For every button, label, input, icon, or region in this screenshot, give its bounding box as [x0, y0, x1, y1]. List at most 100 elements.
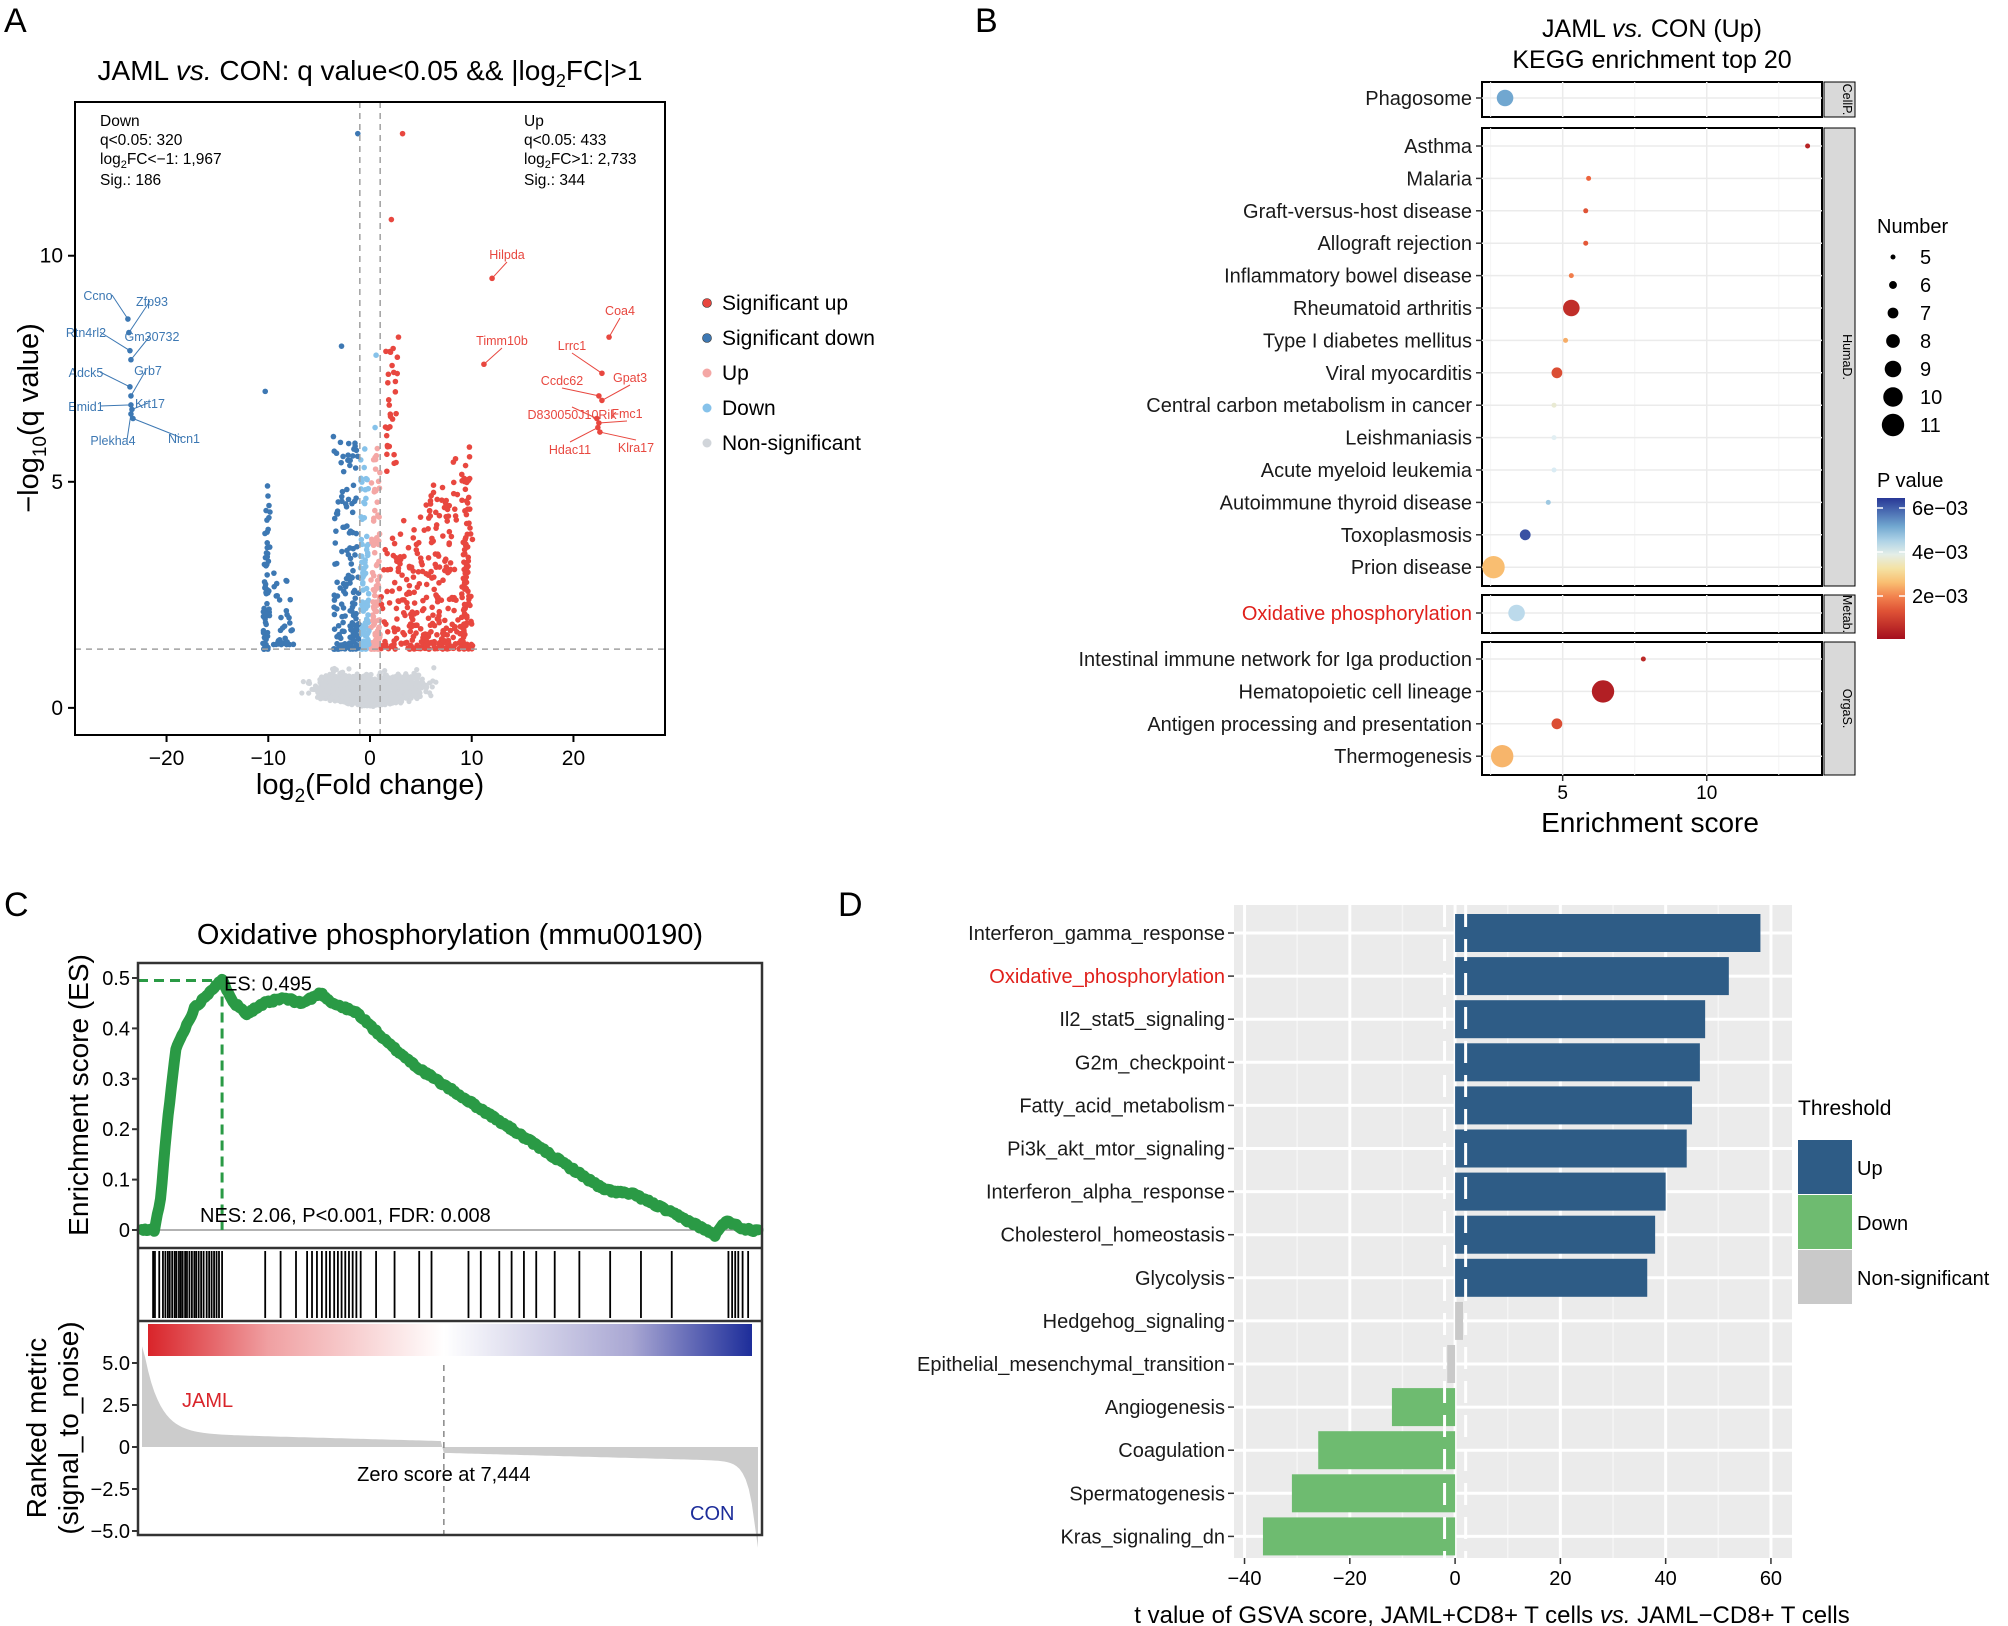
sig-up-point — [445, 605, 451, 612]
bar-Interferon_gamma_response — [1455, 914, 1761, 952]
light-point — [364, 550, 371, 556]
panel-b-title-line2: KEGG enrichment top 20 — [1512, 46, 1791, 74]
outlier-point — [262, 388, 269, 395]
sig-up-point — [442, 558, 448, 564]
sig-down-point — [262, 530, 268, 537]
label-leader — [598, 420, 628, 424]
y-tick-label: 0.3 — [102, 1069, 130, 1091]
light-point — [374, 445, 381, 452]
color-bar — [1877, 498, 1905, 639]
sig-down-point — [264, 600, 270, 607]
ns-point — [416, 683, 422, 689]
sig-up-point — [381, 619, 388, 625]
sig-up-point — [384, 468, 390, 475]
term-label: Rheumatoid arthritis — [1293, 298, 1472, 320]
sig-up-point — [415, 569, 422, 575]
sig-down-point — [278, 614, 284, 621]
sig-up-point — [447, 643, 453, 649]
sig-down-point — [350, 567, 356, 574]
sig-down-point — [263, 550, 270, 556]
legend-label: Non-significant — [1857, 1268, 1990, 1290]
light-point — [371, 588, 378, 594]
size-legend-label: 7 — [1920, 303, 1931, 325]
label-leader — [491, 261, 508, 279]
ns-point — [408, 695, 414, 701]
ns-point — [368, 701, 374, 707]
sig-up-point — [446, 528, 453, 535]
sig-up-point — [430, 538, 437, 544]
bar-Hedgehog_signaling — [1455, 1301, 1463, 1340]
dot-0 — [1496, 89, 1514, 107]
sig-down-point — [349, 453, 356, 459]
sig-down-point — [345, 440, 352, 447]
sig-down-point — [341, 524, 348, 531]
ns-point — [327, 675, 333, 681]
label-leader — [111, 294, 129, 320]
sig-up-point — [429, 604, 435, 611]
ns-point — [340, 676, 346, 682]
sig-down-point — [334, 593, 341, 599]
sig-up-point — [451, 607, 457, 614]
sig-up-point — [424, 638, 430, 645]
outlier-point — [372, 424, 378, 431]
ns-point — [393, 673, 399, 679]
bar-Spermatogenesis — [1291, 1474, 1456, 1513]
legend-swatch — [1798, 1250, 1852, 1304]
sig-up-point — [464, 531, 471, 538]
ns-point — [404, 676, 411, 682]
sig-up-point — [386, 600, 393, 606]
sig-up-point — [399, 597, 406, 603]
gene-label: Hilpda — [489, 248, 524, 262]
sig-down-point — [342, 590, 349, 597]
sig-up-point — [434, 496, 440, 503]
sig-up-point — [450, 479, 457, 486]
sig-up-point — [382, 638, 388, 645]
ns-point — [387, 675, 393, 682]
up-stat-sig: Sig.: 344 — [524, 172, 586, 189]
sig-down-point — [348, 626, 354, 633]
size-legend-label: 11 — [1920, 415, 1941, 437]
y-tick-label: 0 — [51, 697, 63, 720]
sig-up-point — [411, 527, 417, 533]
ns-point — [355, 691, 361, 697]
category-label: Il2_stat5_signaling — [1059, 1009, 1225, 1031]
gene-label: Lrrc1 — [558, 339, 587, 353]
ns-point — [410, 675, 416, 681]
sig-up-point — [394, 370, 401, 377]
light-point — [371, 605, 377, 612]
dot-19 — [1490, 745, 1514, 768]
light-point — [374, 577, 381, 584]
category-label: Spermatogenesis — [1069, 1483, 1225, 1505]
sig-down-point — [332, 540, 339, 546]
legend-label: Significant up — [722, 292, 848, 315]
sig-down-point — [331, 597, 338, 603]
sig-up-point — [393, 605, 400, 612]
label-leader — [130, 335, 151, 361]
sig-up-point — [446, 540, 453, 546]
term-label: Leishmaniasis — [1345, 428, 1472, 450]
ns-point — [357, 677, 363, 683]
down-stat-title: Down — [100, 113, 140, 130]
sig-up-point — [444, 518, 451, 524]
sig-up-point — [463, 498, 470, 504]
legend-label: Down — [1857, 1213, 1908, 1235]
sig-down-point — [265, 493, 271, 499]
color-legend-label: 6e−03 — [1912, 498, 1968, 520]
y-tick-label: 0 — [119, 1220, 130, 1242]
labeled-gene-point — [606, 334, 612, 340]
sig-down-point — [348, 561, 355, 567]
sig-down-point — [331, 611, 338, 618]
sig-up-point — [436, 617, 442, 624]
sig-up-point — [397, 561, 403, 567]
sig-up-point — [432, 561, 439, 568]
gene-label: Hdac11 — [549, 443, 591, 457]
sig-up-point — [446, 568, 452, 575]
sig-up-point — [461, 601, 468, 608]
size-legend-dot — [1890, 254, 1896, 260]
label-leader — [571, 406, 598, 419]
size-legend-label: 5 — [1920, 247, 1931, 269]
down-stat-fc: log2FC<−1: 1,967 — [100, 151, 222, 171]
sig-up-point — [440, 577, 446, 584]
sig-up-point — [414, 622, 420, 629]
sig-up-point — [462, 643, 468, 649]
